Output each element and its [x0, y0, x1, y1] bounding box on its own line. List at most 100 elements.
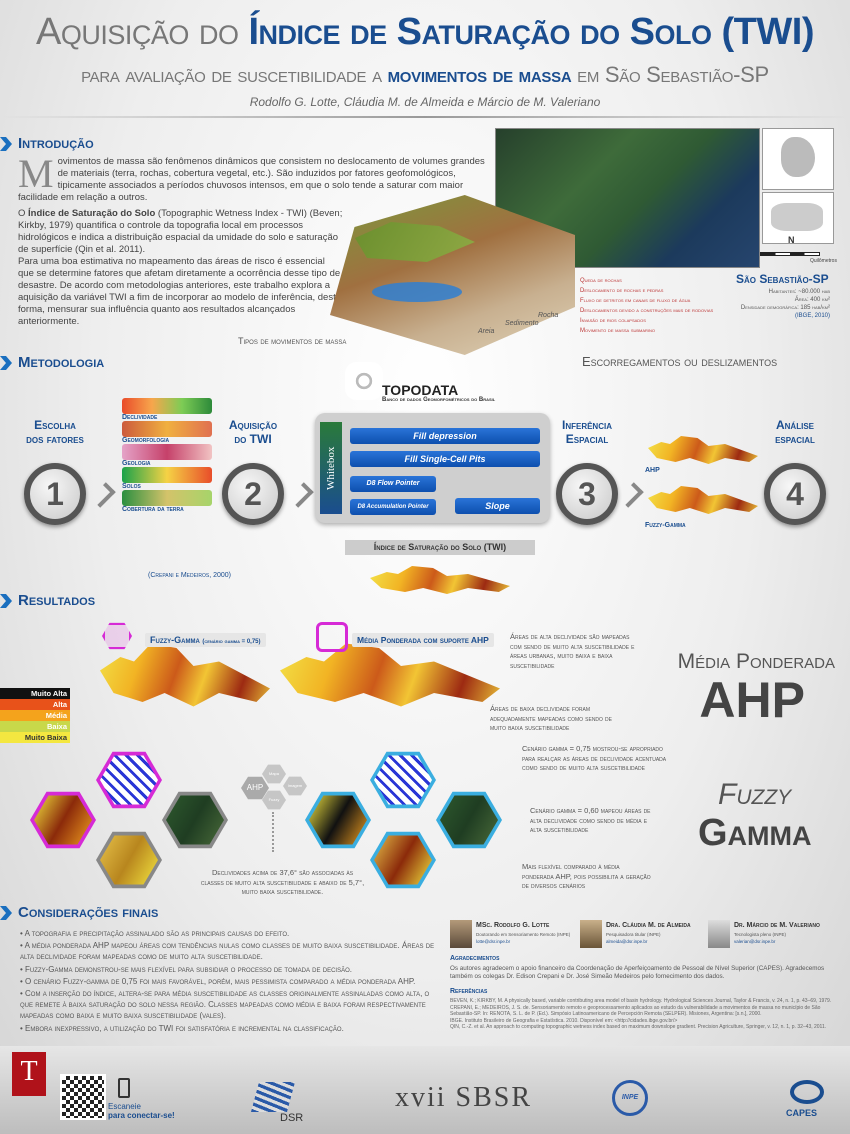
- hex-map-pink: [30, 791, 96, 849]
- chevron-right-icon: [288, 482, 314, 508]
- callout-gamma-075: Cenário gamma = 0,75 mostrou-se apropria…: [522, 744, 667, 772]
- legend-item: Muito Baixa: [0, 732, 70, 743]
- list-item: • A topografia e precipitação assinalado…: [20, 929, 290, 938]
- badge-logo: T: [12, 1052, 46, 1096]
- intro-paragraph-3: Para uma boa estimativa no mapeamento da…: [18, 256, 341, 327]
- inpe-logo: INPE: [612, 1080, 648, 1116]
- step-4-badge: 4: [764, 463, 826, 525]
- media-ponderada-title: Média Ponderada: [677, 650, 835, 673]
- hex-center-optical: Imagem óptica: [283, 776, 307, 796]
- chevron-right-icon: [618, 482, 644, 508]
- section-heading-results: Resultados: [18, 592, 96, 609]
- slide-label: Escorregamentos ou deslizamentos: [582, 354, 778, 369]
- list-item: CREPANI, E.; MEDEIROS, J. S. de. Sensori…: [450, 1004, 821, 1018]
- refs-heading: Referências: [450, 988, 488, 995]
- fill-depression-button: Fill depression: [350, 428, 540, 444]
- susceptibility-legend: Muito Alta Alta Média Baixa Muito Baixa: [0, 688, 70, 743]
- refs-list: BEVEN, K.; KIRKBY, M. A physically based…: [450, 998, 838, 1031]
- list-item: • Com a inserção do índice, altera-se pa…: [20, 989, 430, 1021]
- diagram-word: Areia: [478, 328, 495, 335]
- diagram-river: [372, 282, 462, 302]
- legend-item: Baixa: [0, 721, 70, 732]
- authors: Rodolfo G. Lotte, Cláudia M. de Almeida …: [249, 95, 601, 109]
- callout-flexible: Mais flexível comparado à média ponderad…: [522, 862, 651, 890]
- person-email: valerian@dsr.inpe.br: [734, 939, 776, 944]
- avatar: [580, 920, 602, 948]
- hex-map-gray: [96, 831, 162, 889]
- hex-center-map: Mapa recente: [262, 764, 286, 784]
- section-heading-method: Metodologia: [18, 354, 105, 371]
- factor-layers: Declividade Geomorfologia Geologia Solos…: [122, 398, 212, 513]
- topodata-title: TOPODATA: [382, 382, 459, 398]
- model-ahp-label: AHP: [645, 467, 660, 474]
- sbsr-logo: xvii SBSR: [395, 1082, 533, 1113]
- dropcap: M: [18, 151, 54, 196]
- layers-source: (Crepani e Medeiros, 2000): [148, 572, 231, 579]
- callout-low-slope: Áreas de baixa declividade foram adequad…: [490, 704, 612, 732]
- topodata-subtitle: Banco de dados Geomorfométricos do Brasi…: [382, 397, 496, 403]
- ahp-result-label: Média Ponderada com suporte AHP: [352, 633, 494, 647]
- person-role: Doutorando em Sensoriamento Remoto (INPE…: [476, 932, 571, 937]
- dotted-connector: [272, 812, 274, 852]
- list-item: IBGE. Instituto Brasileiro de Geografia …: [450, 1017, 678, 1024]
- avatar: [708, 920, 730, 948]
- whitebox-label: Whitebox: [320, 422, 342, 514]
- state-inset-map: [762, 192, 834, 244]
- north-arrow-icon: N: [788, 235, 795, 245]
- callout-gamma-060: Cenário gamma = 0,60 mapeou áreas de alt…: [530, 806, 651, 834]
- person-role: Tecnologista pleno (INPE): [734, 932, 787, 937]
- step-3-title: Inferência Espacial: [561, 418, 612, 446]
- inference-map-fuzzy: [648, 486, 758, 514]
- gamma-big-word: Gamma: [698, 812, 812, 854]
- chevron-right-icon: [90, 482, 116, 508]
- scale-label: Quilômetros: [810, 258, 837, 264]
- qr-code: [60, 1074, 106, 1120]
- diagram-word: Sedimento: [505, 320, 539, 327]
- hex-map-blue-2: [370, 751, 436, 809]
- step-2-badge: 2: [222, 463, 284, 525]
- scale-bar: [760, 252, 820, 256]
- chevron-icon: [0, 906, 12, 920]
- intro-paragraph-2: O Índice de Saturação do Solo (Topograph…: [18, 208, 343, 255]
- ahp-highlight-hex: [316, 622, 348, 652]
- ack-text: Os autores agradecem o apoio financeiro …: [450, 965, 825, 980]
- person-name: Dr. Márcio de M. Valeriano: [734, 922, 820, 929]
- list-item: QIN, C.-Z. et al. An approach to computi…: [450, 1024, 827, 1030]
- fill-pits-button: Fill Single-Cell Pits: [350, 451, 540, 467]
- diagram-caption: Tipos de movimentos de massa: [238, 336, 347, 346]
- slope-button: Slope: [455, 498, 540, 514]
- ahp-big-word: AHP: [699, 672, 805, 728]
- list-item: • Embora inexpressivo, a utilização do T…: [20, 1023, 344, 1033]
- hex-center-ahp: AHP: [241, 776, 269, 800]
- chevron-icon: [0, 594, 12, 608]
- fuzzy-big-word: Fuzzy: [718, 778, 792, 811]
- section-heading-conclusions: Considerações finais: [18, 904, 159, 921]
- hex-map-cyan: [305, 791, 371, 849]
- twi-bar: Índice de Saturação do Solo (TWI): [345, 540, 535, 555]
- dsr-label: DSR: [280, 1112, 304, 1124]
- footer: [0, 1046, 850, 1134]
- list-item: BEVEN, K.; KIRKBY, M. A physically based…: [450, 998, 832, 1004]
- hex-map-blue: [96, 751, 162, 809]
- step-2-title: Aquisição do TWI: [228, 418, 278, 446]
- twi-map: [370, 566, 510, 594]
- study-area-stats: Habitantes: ~80.000 hab Área: 400 km² De…: [740, 289, 830, 319]
- author-cards: MSc. Rodolfo G. Lotte Doutorando em Sens…: [450, 920, 840, 952]
- chevron-icon: [0, 137, 12, 151]
- callout-high-slope: Áreas de alta declividade são mapeadas c…: [510, 632, 635, 670]
- brazil-inset-map: [762, 128, 834, 190]
- step-1-badge: 1: [24, 463, 86, 525]
- capes-logo-icon: [790, 1080, 824, 1104]
- section-heading-intro: Introdução: [18, 135, 94, 152]
- diagram-legend: Queda de rochas Deslocamento de rochas e…: [580, 278, 714, 334]
- study-area-name: São Sebastião-SP: [736, 272, 829, 286]
- chevron-icon: [0, 356, 12, 370]
- hex-map-cyan-2: [370, 831, 436, 889]
- legend-item: Muito Alta: [0, 688, 70, 699]
- step-4-title: Análise espacial: [775, 418, 815, 446]
- diagram-word: Rocha: [538, 312, 559, 319]
- conclusion-list: • A topografia e precipitação assinalado…: [20, 928, 435, 1035]
- list-item: • Fuzzy-Gamma demonstrou-se mais flexíve…: [20, 964, 352, 974]
- hex-map-satellite: [162, 791, 228, 849]
